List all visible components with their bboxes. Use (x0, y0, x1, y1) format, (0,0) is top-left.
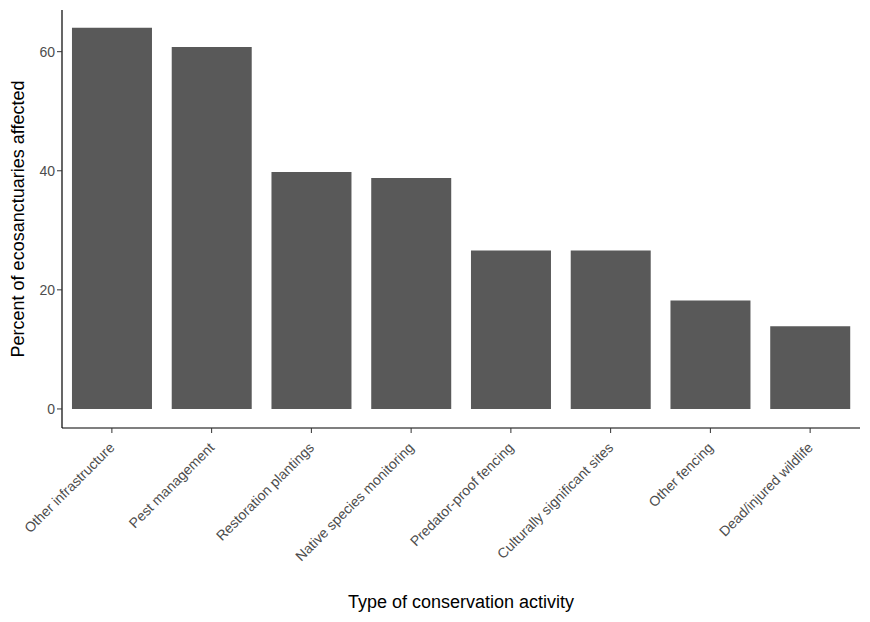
svg-text:20: 20 (39, 282, 55, 298)
svg-text:Percent of ecosanctuaries affe: Percent of ecosanctuaries affected (8, 81, 28, 358)
svg-text:Culturally significant sites: Culturally significant sites (494, 439, 616, 561)
svg-text:60: 60 (39, 44, 55, 60)
svg-text:0: 0 (47, 401, 55, 417)
svg-text:Predator-proof fencing: Predator-proof fencing (407, 439, 517, 549)
svg-text:Pest management: Pest management (126, 439, 218, 531)
svg-text:Restoration plantings: Restoration plantings (213, 439, 317, 543)
svg-text:Dead/injured wildlife: Dead/injured wildlife (716, 439, 816, 539)
svg-text:Native species monitoring: Native species monitoring (292, 439, 417, 564)
svg-text:Other infrastructure: Other infrastructure (21, 439, 118, 536)
svg-text:40: 40 (39, 163, 55, 179)
svg-text:Other fencing: Other fencing (645, 439, 716, 510)
svg-text:Type of conservation activity: Type of conservation activity (348, 592, 574, 612)
